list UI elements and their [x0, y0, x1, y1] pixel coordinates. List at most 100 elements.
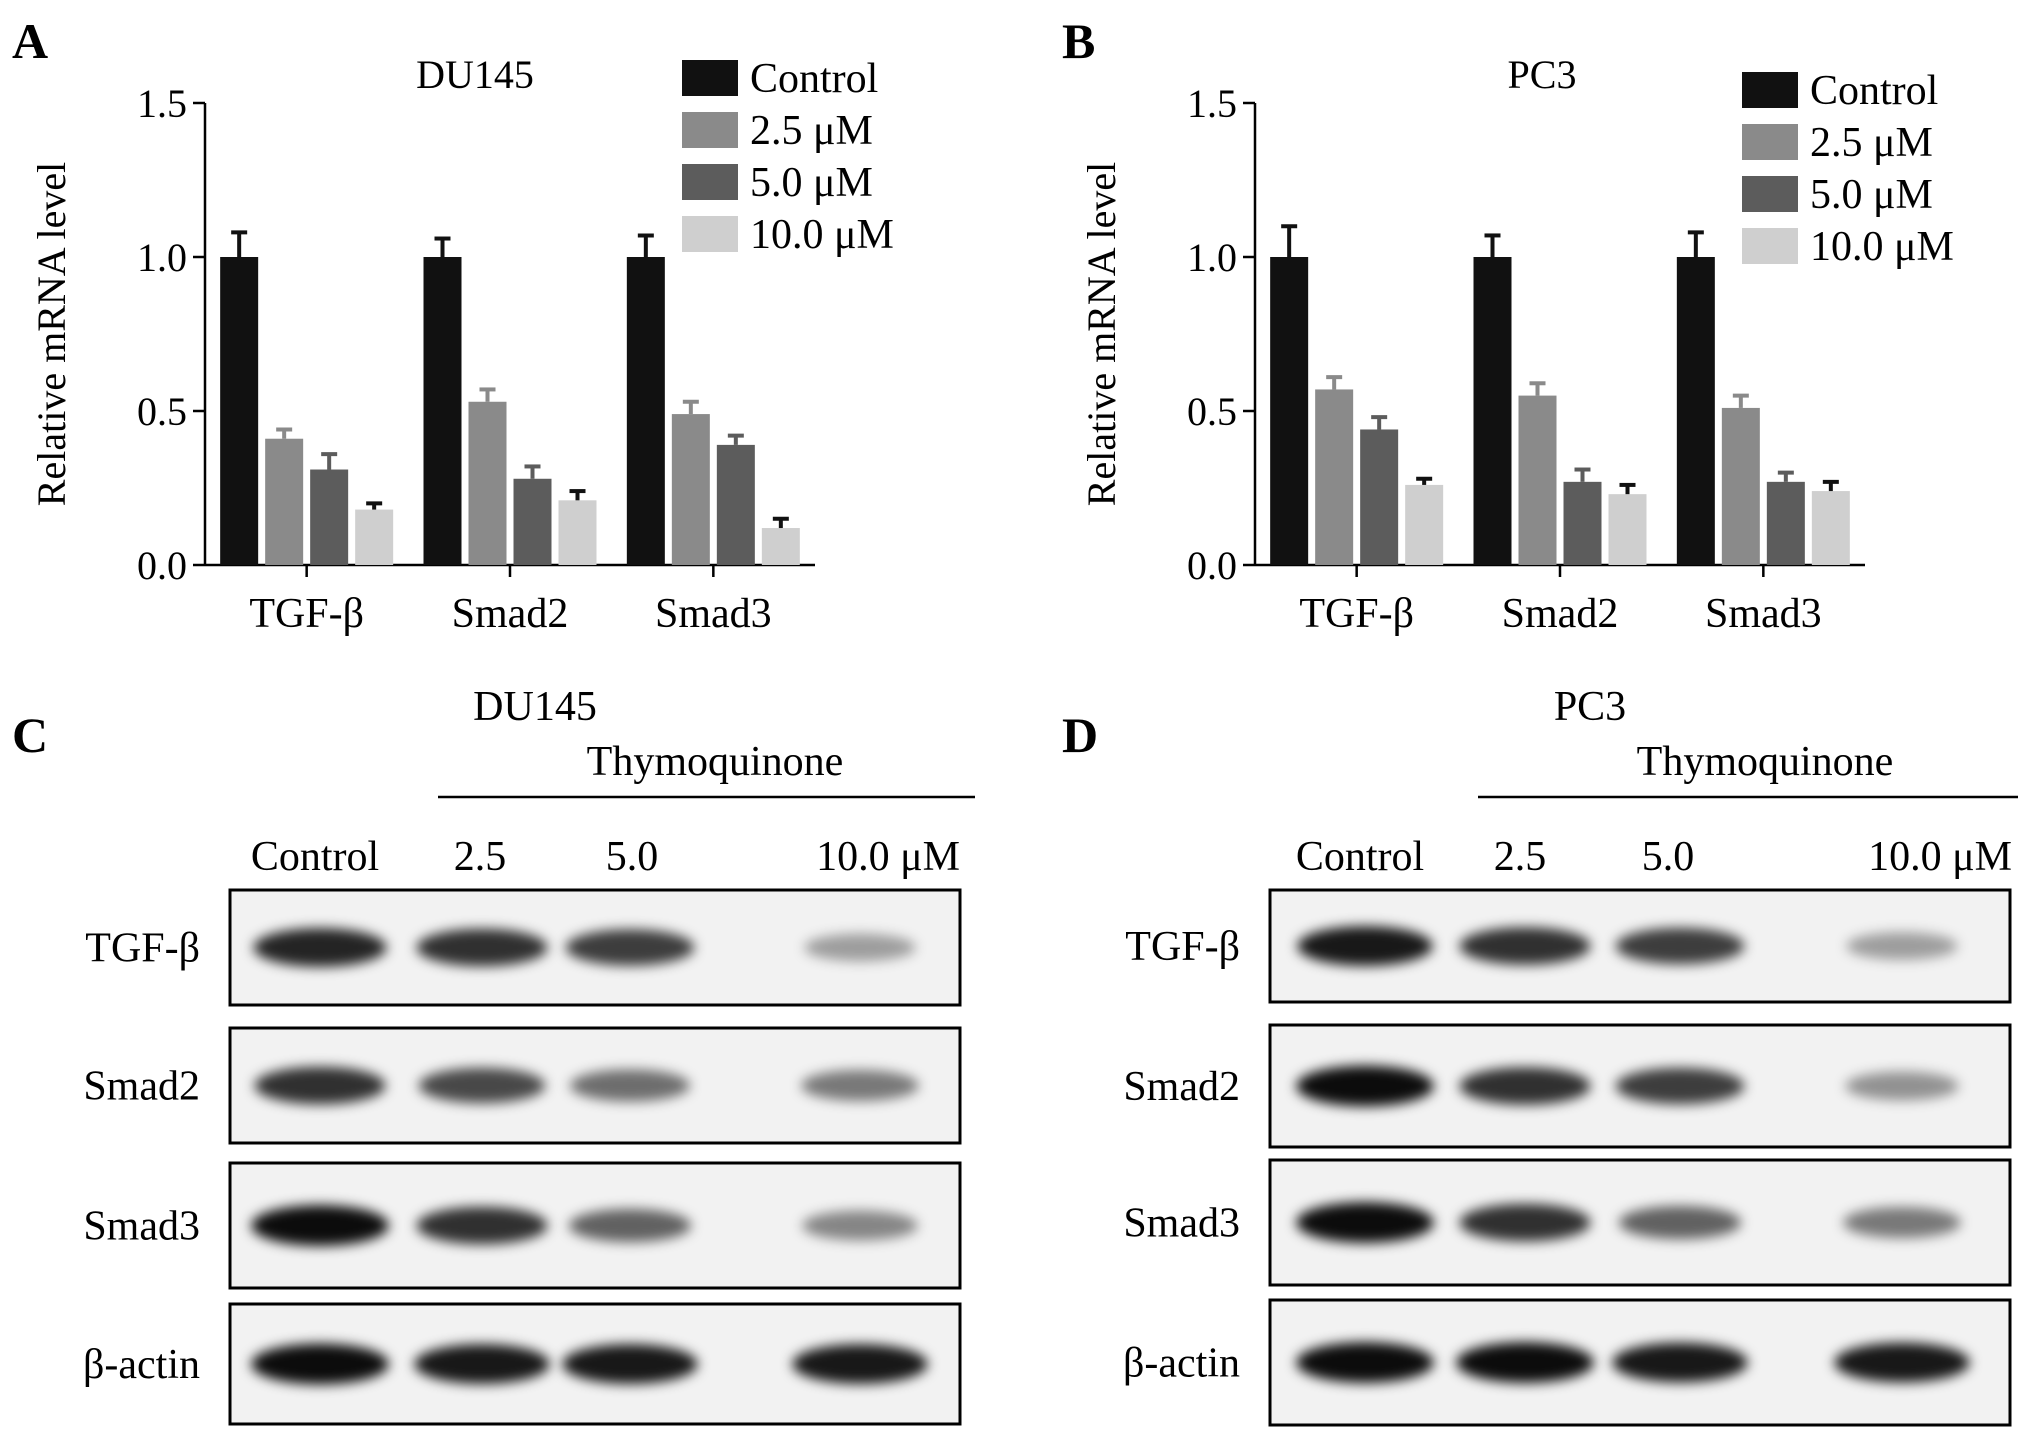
lane-label-5-0: 5.0: [1642, 834, 1695, 880]
y-tick-label: 0.5: [1187, 389, 1237, 434]
blot-band: [562, 1344, 698, 1384]
bar-10-0-um-smad2: [558, 500, 597, 565]
blot-band: [1459, 927, 1591, 965]
bar-5-0-um-smad2: [513, 478, 552, 565]
bar-5-0-um-smad2: [1563, 481, 1602, 565]
blot-band: [1618, 1205, 1742, 1240]
blot-band: [801, 1070, 919, 1101]
legend-label-control: Control: [1810, 68, 1938, 114]
blot-band: [1845, 1071, 1959, 1101]
blot-band: [254, 1066, 386, 1105]
chart-title: PC3: [1508, 52, 1577, 97]
blot-row-label-beta-actin: β-actin: [1123, 1341, 1240, 1387]
blot-band: [1296, 1202, 1434, 1243]
bar-control-tgf-beta: [220, 257, 259, 565]
blot-band: [565, 929, 695, 966]
blot-band: [802, 1210, 918, 1241]
legend-label-5-0-um: 5.0 μM: [1810, 172, 1933, 218]
legend-swatch-2-5-um: [682, 112, 738, 148]
blot-band: [568, 1208, 692, 1243]
panel-label-d: D: [1062, 707, 1098, 763]
blot-band: [414, 1344, 550, 1384]
bar-2-5-um-tgf-beta: [265, 438, 304, 565]
bar-10-0-um-tgf-beta: [1405, 484, 1444, 565]
bar-10-0-um-smad2: [1608, 494, 1647, 565]
blot-band: [792, 1344, 928, 1384]
bar-10-0-um-smad3: [1811, 491, 1850, 565]
bar-10-0-um-tgf-beta: [355, 509, 394, 565]
y-tick-label: 1.5: [1187, 81, 1237, 126]
lane-label-5-0: 5.0: [606, 834, 659, 880]
bar-2-5-um-tgf-beta: [1315, 389, 1354, 565]
blot-row-label-smad2: Smad2: [1123, 1064, 1240, 1110]
bar-5-0-um-tgf-beta: [310, 469, 349, 565]
blot-band: [1296, 1065, 1434, 1107]
y-axis-label: Relative mRNA level: [29, 162, 74, 506]
bar-2-5-um-smad2: [468, 401, 507, 565]
blot-band: [251, 1343, 389, 1385]
legend-swatch-control: [682, 60, 738, 96]
legend-label-2-5-um: 2.5 μM: [750, 108, 873, 154]
x-tick-label-tgf-beta: TGF-β: [1299, 591, 1414, 637]
legend-swatch-10-0-um: [1742, 228, 1798, 264]
y-tick-label: 0.0: [137, 543, 187, 588]
bar-2-5-um-smad3: [1721, 407, 1760, 565]
blot-row-label-smad3: Smad3: [1123, 1201, 1240, 1247]
blot-band: [804, 933, 916, 962]
western-blot-du145: DU145 Thymoquinone Control 2.5 5.0 10.0 μM TGF…: [83, 684, 975, 1426]
x-tick-label-smad2: Smad2: [1502, 591, 1619, 637]
blot-band: [1615, 927, 1745, 965]
legend-label-2-5-um: 2.5 μM: [1810, 120, 1933, 166]
bar-control-smad3: [626, 257, 665, 565]
legend-swatch-control: [1742, 72, 1798, 108]
legend-label-10-0-um: 10.0 μM: [1810, 224, 1954, 270]
legend-swatch-10-0-um: [682, 216, 738, 252]
blot-row-label-smad2: Smad2: [83, 1064, 200, 1110]
bar-2-5-um-smad2: [1518, 395, 1557, 565]
bar-5-0-um-tgf-beta: [1360, 429, 1399, 565]
y-tick-label: 0.0: [1187, 543, 1237, 588]
bar-control-smad3: [1676, 257, 1715, 565]
panel-label-b: B: [1062, 13, 1095, 69]
legend-swatch-5-0-um: [1742, 176, 1798, 212]
chart-title: DU145: [416, 52, 534, 97]
lane-label-2-5: 2.5: [1494, 834, 1547, 880]
blot-row-label-beta-actin: β-actin: [83, 1342, 200, 1388]
blot-band: [1459, 1203, 1591, 1242]
x-tick-label-smad3: Smad3: [655, 591, 772, 637]
bar-control-tgf-beta: [1270, 257, 1309, 565]
bar-control-smad2: [1473, 257, 1512, 565]
blot-band: [1612, 1342, 1748, 1383]
blot-treatment: Thymoquinone: [1637, 739, 1894, 785]
x-tick-label-tgf-beta: TGF-β: [249, 591, 364, 637]
bar-chart-du145: DU145 Relative mRNA level 0.0 0.5 1.0 1.5 TGF-…: [29, 52, 894, 637]
bar-5-0-um-smad3: [716, 444, 755, 565]
blot-band: [1297, 926, 1433, 966]
blot-band: [1459, 1067, 1591, 1105]
blot-band: [418, 1067, 546, 1104]
blot-band: [569, 1069, 691, 1102]
legend-label-10-0-um: 10.0 μM: [750, 212, 894, 258]
y-tick-label: 1.0: [137, 235, 187, 280]
y-tick-label: 0.5: [137, 389, 187, 434]
blot-band: [1843, 1207, 1961, 1238]
panel-label-a: A: [12, 13, 48, 69]
blot-row-label-tgf-beta: TGF-β: [85, 926, 200, 972]
legend-swatch-2-5-um: [1742, 124, 1798, 160]
blot-band: [416, 928, 548, 967]
y-tick-label: 1.5: [137, 81, 187, 126]
blot-treatment: Thymoquinone: [587, 739, 844, 785]
bar-control-smad2: [423, 257, 462, 565]
blot-band: [251, 1205, 389, 1246]
lane-label-10-0-um: 10.0 μM: [816, 834, 960, 880]
blot-band: [253, 928, 387, 967]
x-tick-label-smad3: Smad3: [1705, 591, 1822, 637]
blot-row-label-tgf-beta: TGF-β: [1125, 924, 1240, 970]
panel-label-c: C: [12, 707, 48, 763]
x-tick-label-smad2: Smad2: [452, 591, 569, 637]
blot-band: [1296, 1342, 1434, 1383]
blot-cell-line: DU145: [473, 684, 597, 730]
blot-band: [1456, 1342, 1594, 1383]
